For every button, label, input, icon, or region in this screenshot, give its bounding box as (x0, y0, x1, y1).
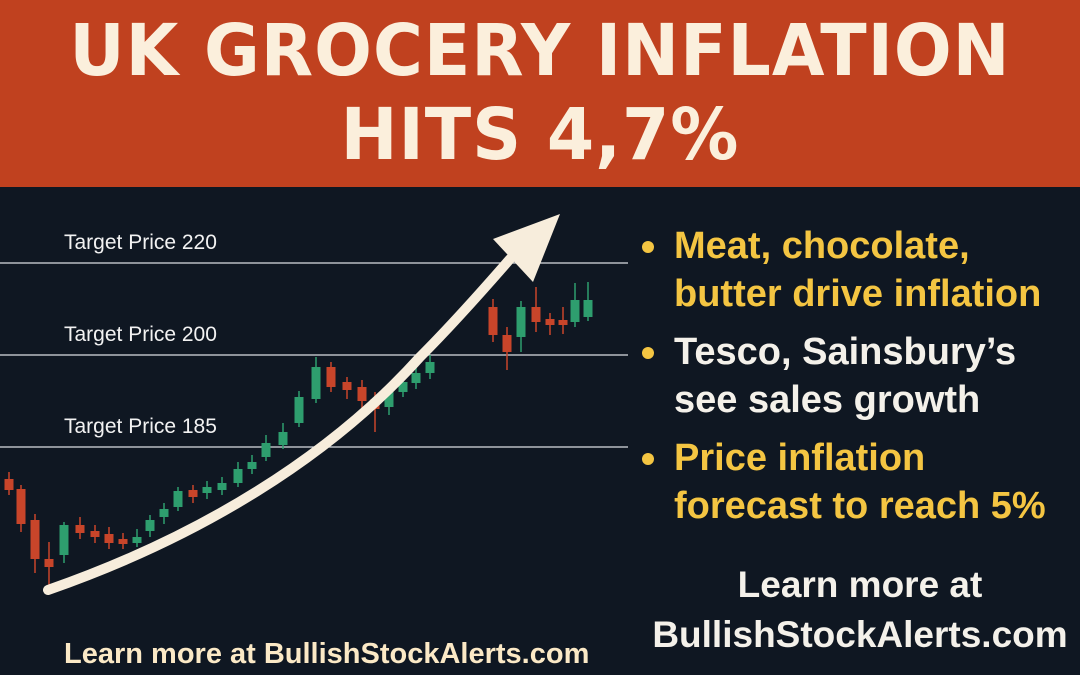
candle-down (558, 320, 568, 325)
bullet-dot-icon (642, 347, 654, 359)
trend-arrow-shaft (43, 254, 515, 595)
candle-down (502, 335, 512, 352)
candle-down (44, 559, 54, 567)
candle-up (159, 509, 169, 517)
candle-down (188, 490, 198, 497)
bullet-item-2: Tesco, Sainsbury’s see sales growth (640, 328, 1070, 424)
trend-arrow-head (493, 214, 560, 282)
candle-up (570, 300, 580, 322)
bullet-text-1: Meat, chocolate, butter drive inflation (674, 225, 1042, 315)
headline-banner: UK GROCERY INFLATION HITS 4,7% (0, 0, 1080, 187)
cta-right: Learn more at BullishStockAlerts.com (640, 560, 1080, 660)
candle-down (4, 479, 14, 490)
candle-down (16, 489, 26, 524)
candle-up (59, 525, 69, 555)
candle-down (531, 307, 541, 322)
candle-up (247, 462, 257, 469)
cta-bottom-link[interactable]: Learn more at BullishStockAlerts.com (64, 638, 590, 670)
candle-down (357, 387, 367, 401)
candle-up (278, 432, 288, 445)
cta-right-link[interactable]: BullishStockAlerts.com (652, 614, 1068, 655)
candle-down (488, 307, 498, 335)
target-price-label: Target Price 220 (64, 231, 217, 254)
bullet-list: Meat, chocolate, butter drive inflation … (640, 222, 1070, 540)
candle-up (384, 392, 394, 407)
candle-down (326, 367, 336, 387)
content-panel (0, 187, 1080, 675)
target-price-label: Target Price 200 (64, 323, 217, 346)
headline-line-2: HITS 4,7% (340, 93, 740, 177)
candle-up (202, 487, 212, 493)
candle-down (90, 531, 100, 537)
bullet-text-3: Price inflation forecast to reach 5% (674, 437, 1046, 527)
candle-down (104, 534, 114, 543)
bullet-dot-icon (642, 453, 654, 465)
bullet-text-2: Tesco, Sainsbury’s see sales growth (674, 331, 1017, 421)
headline-line-1: UK GROCERY INFLATION (69, 9, 1011, 93)
target-price-label: Target Price 185 (64, 415, 217, 438)
candle-down (30, 520, 40, 559)
candle-down (75, 525, 85, 533)
candle-up (132, 537, 142, 543)
candle-up (217, 483, 227, 490)
candlestick-chart: Target Price 220 Target Price 200 Target P… (0, 214, 628, 595)
candle-down (545, 319, 555, 325)
bullet-item-3: Price inflation forecast to reach 5% (640, 434, 1070, 530)
candle-down (118, 539, 128, 544)
candle-up (145, 520, 155, 531)
candle-up (398, 382, 408, 392)
target-price-lines: Target Price 220 Target Price 200 Target P… (0, 231, 628, 448)
trend-arrow (43, 214, 560, 595)
bullet-item-1: Meat, chocolate, butter drive inflation (640, 222, 1070, 318)
candle-up (583, 300, 593, 317)
cta-right-line-1: Learn more at (737, 564, 983, 605)
candle-up (294, 397, 304, 423)
candle-up (261, 443, 271, 457)
candle-up (411, 373, 421, 383)
candle-up (173, 491, 183, 507)
candle-down (342, 382, 352, 390)
bullet-dot-icon (642, 241, 654, 253)
candles (4, 282, 593, 587)
candle-up (425, 362, 435, 373)
candle-up (233, 469, 243, 483)
candle-up (516, 307, 526, 337)
candle-up (311, 367, 321, 399)
